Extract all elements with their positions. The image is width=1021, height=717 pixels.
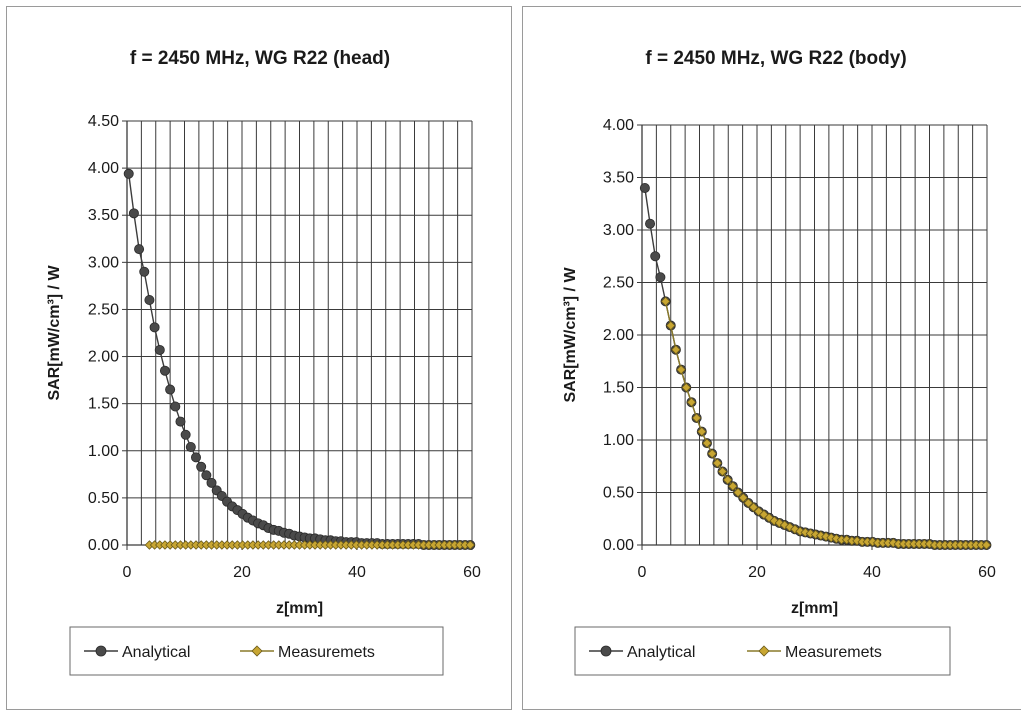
analytical-point — [159, 365, 170, 376]
measurements-point — [743, 498, 754, 508]
y-tick-label: 3.00 — [88, 254, 119, 271]
chart-body-svg: f = 2450 MHz, WG R22 (body) 0.00 0.50 1.00 1… — [562, 48, 996, 676]
y-tick-label: 1.00 — [88, 443, 119, 460]
analytical-point — [134, 244, 145, 255]
x-axis-label: z[mm] — [276, 600, 323, 617]
measurements-point — [764, 512, 774, 523]
y-tick-label: 3.50 — [603, 170, 634, 187]
analytical-point — [144, 295, 155, 306]
y-axis-label: SAR[mW/cm³] / W — [46, 265, 63, 401]
x-axis-label: z[mm] — [791, 600, 838, 617]
chart-panel-body: f = 2450 MHz, WG R22 (body) 0.00 0.50 1.00 1… — [522, 6, 1021, 710]
analytical-point — [128, 208, 139, 219]
measurements-point — [774, 518, 785, 528]
analytical-point — [123, 168, 134, 179]
analytical-point — [655, 272, 666, 283]
measurements-point — [821, 531, 831, 542]
analytical-point — [170, 401, 181, 412]
legend-measurements-label: Measuremets — [785, 644, 882, 661]
chart-head-svg: f = 2450 MHz, WG R22 (head) 0.00 0.50 1.00 1… — [46, 48, 481, 676]
y-tick-label: 1.50 — [88, 396, 119, 413]
measurements-point — [738, 492, 748, 503]
legend-analytical-marker — [600, 645, 612, 657]
y-tick-label: 2.00 — [88, 349, 119, 366]
measurements-point — [852, 536, 862, 546]
measurements-point — [671, 344, 681, 355]
measurements-point — [717, 466, 728, 477]
analytical-point — [645, 218, 656, 229]
measurements-point — [686, 397, 697, 407]
analytical-point — [185, 442, 196, 453]
y-tick-label: 3.50 — [88, 207, 119, 224]
measurements-point — [676, 364, 686, 375]
analytical-point — [175, 416, 186, 427]
legend-measurements-marker — [251, 645, 263, 657]
measurements-point — [707, 448, 717, 459]
measurements-point — [702, 438, 712, 448]
measurements-point — [867, 537, 878, 547]
measurements-point — [831, 533, 842, 544]
y-tick-label: 2.50 — [603, 275, 634, 292]
measurements-point — [816, 530, 826, 541]
y-tick-label: 4.00 — [603, 117, 634, 134]
y-tick-label: 2.50 — [88, 301, 119, 318]
x-tick-label: 20 — [233, 564, 251, 581]
legend-measurements-label: Measuremets — [278, 644, 375, 661]
measurements-point — [805, 528, 816, 539]
legend-analytical-label: Analytical — [122, 644, 190, 661]
measurements-point — [924, 539, 935, 549]
analytical-point — [206, 477, 217, 488]
y-tick-label: 0.50 — [603, 485, 634, 502]
analytical-point — [639, 182, 650, 193]
y-tick-label: 4.00 — [88, 160, 119, 177]
measurements-point — [465, 540, 476, 550]
x-tick-label: 0 — [123, 564, 132, 581]
analytical-point — [650, 251, 661, 262]
measurements-point — [728, 481, 738, 491]
x-tick-label: 60 — [978, 564, 996, 581]
analytical-point — [165, 384, 176, 395]
legend-measurements-marker — [758, 645, 770, 657]
y-axis-label: SAR[mW/cm³] / W — [562, 267, 579, 403]
measurements-point — [697, 426, 707, 437]
analytical-point — [201, 470, 212, 481]
legend-analytical-marker — [95, 645, 107, 657]
analytical-point — [149, 322, 160, 333]
y-tick-label: 2.00 — [603, 327, 634, 344]
analytical-point — [190, 452, 201, 463]
chart-title: f = 2450 MHz, WG R22 (head) — [130, 48, 390, 69]
legend-analytical-label: Analytical — [627, 644, 695, 661]
measurements-point — [769, 516, 780, 526]
chart-title: f = 2450 MHz, WG R22 (body) — [645, 48, 906, 69]
x-tick-label: 60 — [463, 564, 481, 581]
measurements-point — [712, 458, 723, 468]
measurements-point — [681, 382, 692, 393]
y-tick-label: 0.00 — [88, 537, 119, 554]
x-tick-label: 40 — [863, 564, 881, 581]
measurements-point — [665, 320, 676, 331]
y-tick-label: 1.00 — [603, 432, 634, 449]
analytical-line — [644, 187, 987, 546]
y-tick-label: 4.50 — [88, 113, 119, 130]
x-tick-label: 0 — [638, 564, 647, 581]
measurements-point — [733, 487, 743, 498]
analytical-point — [139, 266, 150, 277]
y-tick-label: 0.50 — [88, 490, 119, 507]
measurements-point — [691, 413, 702, 423]
y-tick-label: 0.00 — [603, 537, 634, 554]
measurements-point — [660, 296, 671, 307]
x-tick-label: 20 — [748, 564, 766, 581]
x-tick-label: 40 — [348, 564, 366, 581]
measurements-point — [779, 520, 790, 530]
y-tick-label: 3.00 — [603, 222, 634, 239]
analytical-point — [154, 344, 165, 355]
measurements-point — [795, 526, 805, 537]
measurements-point — [748, 502, 759, 512]
analytical-point — [196, 461, 207, 472]
measurements-point — [981, 540, 992, 550]
analytical-point — [180, 429, 191, 440]
y-tick-label: 1.50 — [603, 380, 634, 397]
measurements-point — [722, 475, 733, 485]
chart-panel-head: f = 2450 MHz, WG R22 (head) 0.00 0.50 1.00 1… — [6, 6, 512, 710]
